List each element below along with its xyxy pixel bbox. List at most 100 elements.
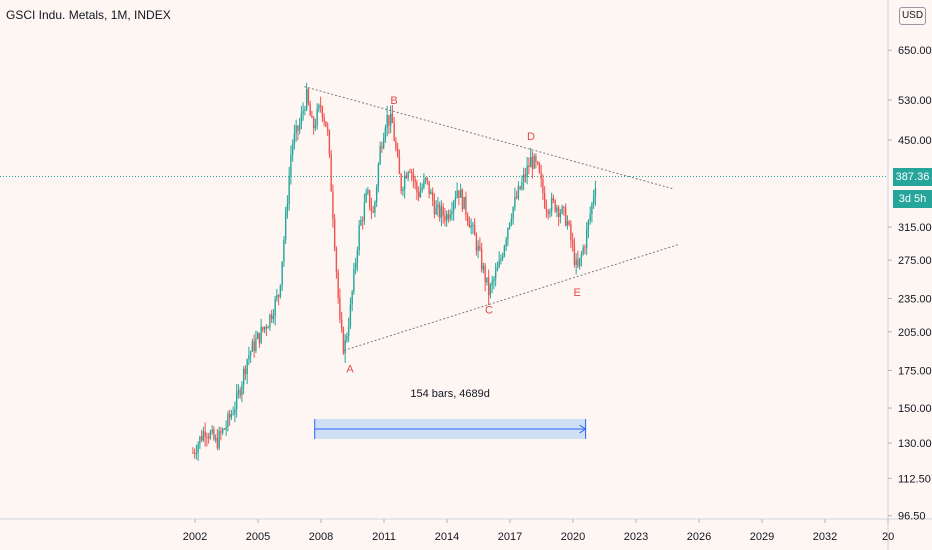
candle-body: [540, 172, 542, 180]
wave-labels: A B C D E: [346, 95, 580, 375]
candle-body: [451, 211, 453, 215]
price-axis-label: 112.50: [898, 473, 931, 485]
candle-body: [209, 432, 212, 439]
candle-body: [507, 228, 509, 240]
candle-body: [323, 117, 325, 122]
candles: [192, 82, 597, 461]
candle-body: [545, 207, 548, 212]
price-axis-label: 150.00: [898, 403, 932, 415]
candle-body: [372, 211, 374, 213]
candle-body: [354, 263, 357, 269]
candle-body: [309, 103, 311, 116]
candle-body: [442, 206, 444, 216]
candle-body: [381, 146, 383, 149]
candle-body: [592, 196, 595, 204]
candle-body: [248, 355, 250, 360]
candle-body: [284, 211, 287, 240]
candle-body: [550, 198, 553, 212]
currency-button[interactable]: USD: [899, 7, 926, 25]
last-price-label: 387.36: [893, 168, 932, 186]
candle-body: [347, 326, 350, 336]
candle-body: [479, 245, 481, 250]
candle-body: [225, 427, 227, 430]
candle-body: [444, 215, 446, 221]
candle-body: [326, 126, 329, 131]
candle-body: [424, 177, 427, 180]
candle-body: [409, 171, 411, 173]
candle-body: [199, 436, 201, 445]
candle-body: [246, 359, 248, 375]
bar-countdown-label: 3d 5h: [893, 190, 932, 208]
candle-body: [293, 133, 296, 145]
candle-body: [526, 165, 528, 178]
candle-body: [263, 326, 266, 330]
candle-body: [566, 221, 569, 226]
candle-body: [543, 193, 546, 208]
candle-body: [193, 452, 196, 454]
candle-body: [524, 174, 527, 178]
candle-body: [584, 247, 586, 249]
time-axis-label: 2026: [687, 531, 711, 543]
candle-body: [305, 89, 308, 110]
candle-body: [375, 186, 378, 202]
candle-body: [500, 258, 502, 261]
candle-body: [456, 190, 458, 198]
candle-body: [459, 189, 462, 198]
candle-body: [311, 115, 313, 118]
candle-body: [207, 436, 210, 439]
candle-body: [519, 186, 521, 189]
candle-body: [200, 436, 203, 441]
candle-body: [510, 218, 513, 223]
candle-body: [388, 115, 390, 126]
candle-body: [447, 213, 450, 219]
candle-body: [578, 258, 581, 267]
candle-body: [202, 431, 205, 441]
candle-body: [426, 177, 429, 181]
candle-body: [473, 224, 476, 236]
candle-body: [437, 204, 439, 208]
candle-body: [237, 390, 240, 394]
time-axis-label: 2014: [435, 531, 459, 543]
price-axis-label: 315.00: [898, 222, 932, 234]
candle-body: [559, 213, 562, 217]
candle-body: [491, 281, 493, 286]
candle-body: [529, 157, 532, 168]
candle-body: [269, 314, 271, 328]
candle-body: [216, 437, 219, 448]
candle-body: [325, 121, 327, 127]
wave-label-a: A: [346, 363, 354, 375]
candle-body: [410, 172, 413, 174]
symbol-title[interactable]: GSCI Indu. Metals, 1M, INDEX: [6, 8, 171, 22]
candle-body: [230, 414, 233, 418]
candle-body: [211, 429, 213, 433]
candle-body: [549, 211, 551, 214]
candle-body: [328, 130, 331, 154]
candle-body: [258, 332, 261, 343]
candle-body: [475, 235, 478, 251]
time-axis-label: 20: [882, 531, 894, 543]
candle-body: [379, 146, 381, 165]
candle-body: [290, 154, 292, 176]
candle-body: [494, 270, 497, 279]
candle-body: [235, 393, 238, 409]
candle-body: [393, 122, 395, 141]
candle-body: [594, 188, 597, 197]
candle-body: [234, 408, 236, 414]
candle-body: [554, 200, 556, 212]
candle-body: [452, 202, 455, 212]
candle-body: [493, 278, 495, 282]
candle-body: [213, 429, 215, 440]
candle-body: [360, 219, 362, 226]
trendline[interactable]: [304, 86, 674, 190]
candle-body: [214, 437, 217, 440]
candle-body: [571, 240, 574, 245]
candle-body: [580, 254, 583, 259]
candle-body: [295, 125, 297, 134]
candle-body: [223, 428, 226, 430]
candle-body: [470, 225, 472, 228]
trendline[interactable]: [343, 244, 679, 351]
candle-body: [440, 206, 443, 218]
time-axis-label: 2029: [750, 531, 774, 543]
